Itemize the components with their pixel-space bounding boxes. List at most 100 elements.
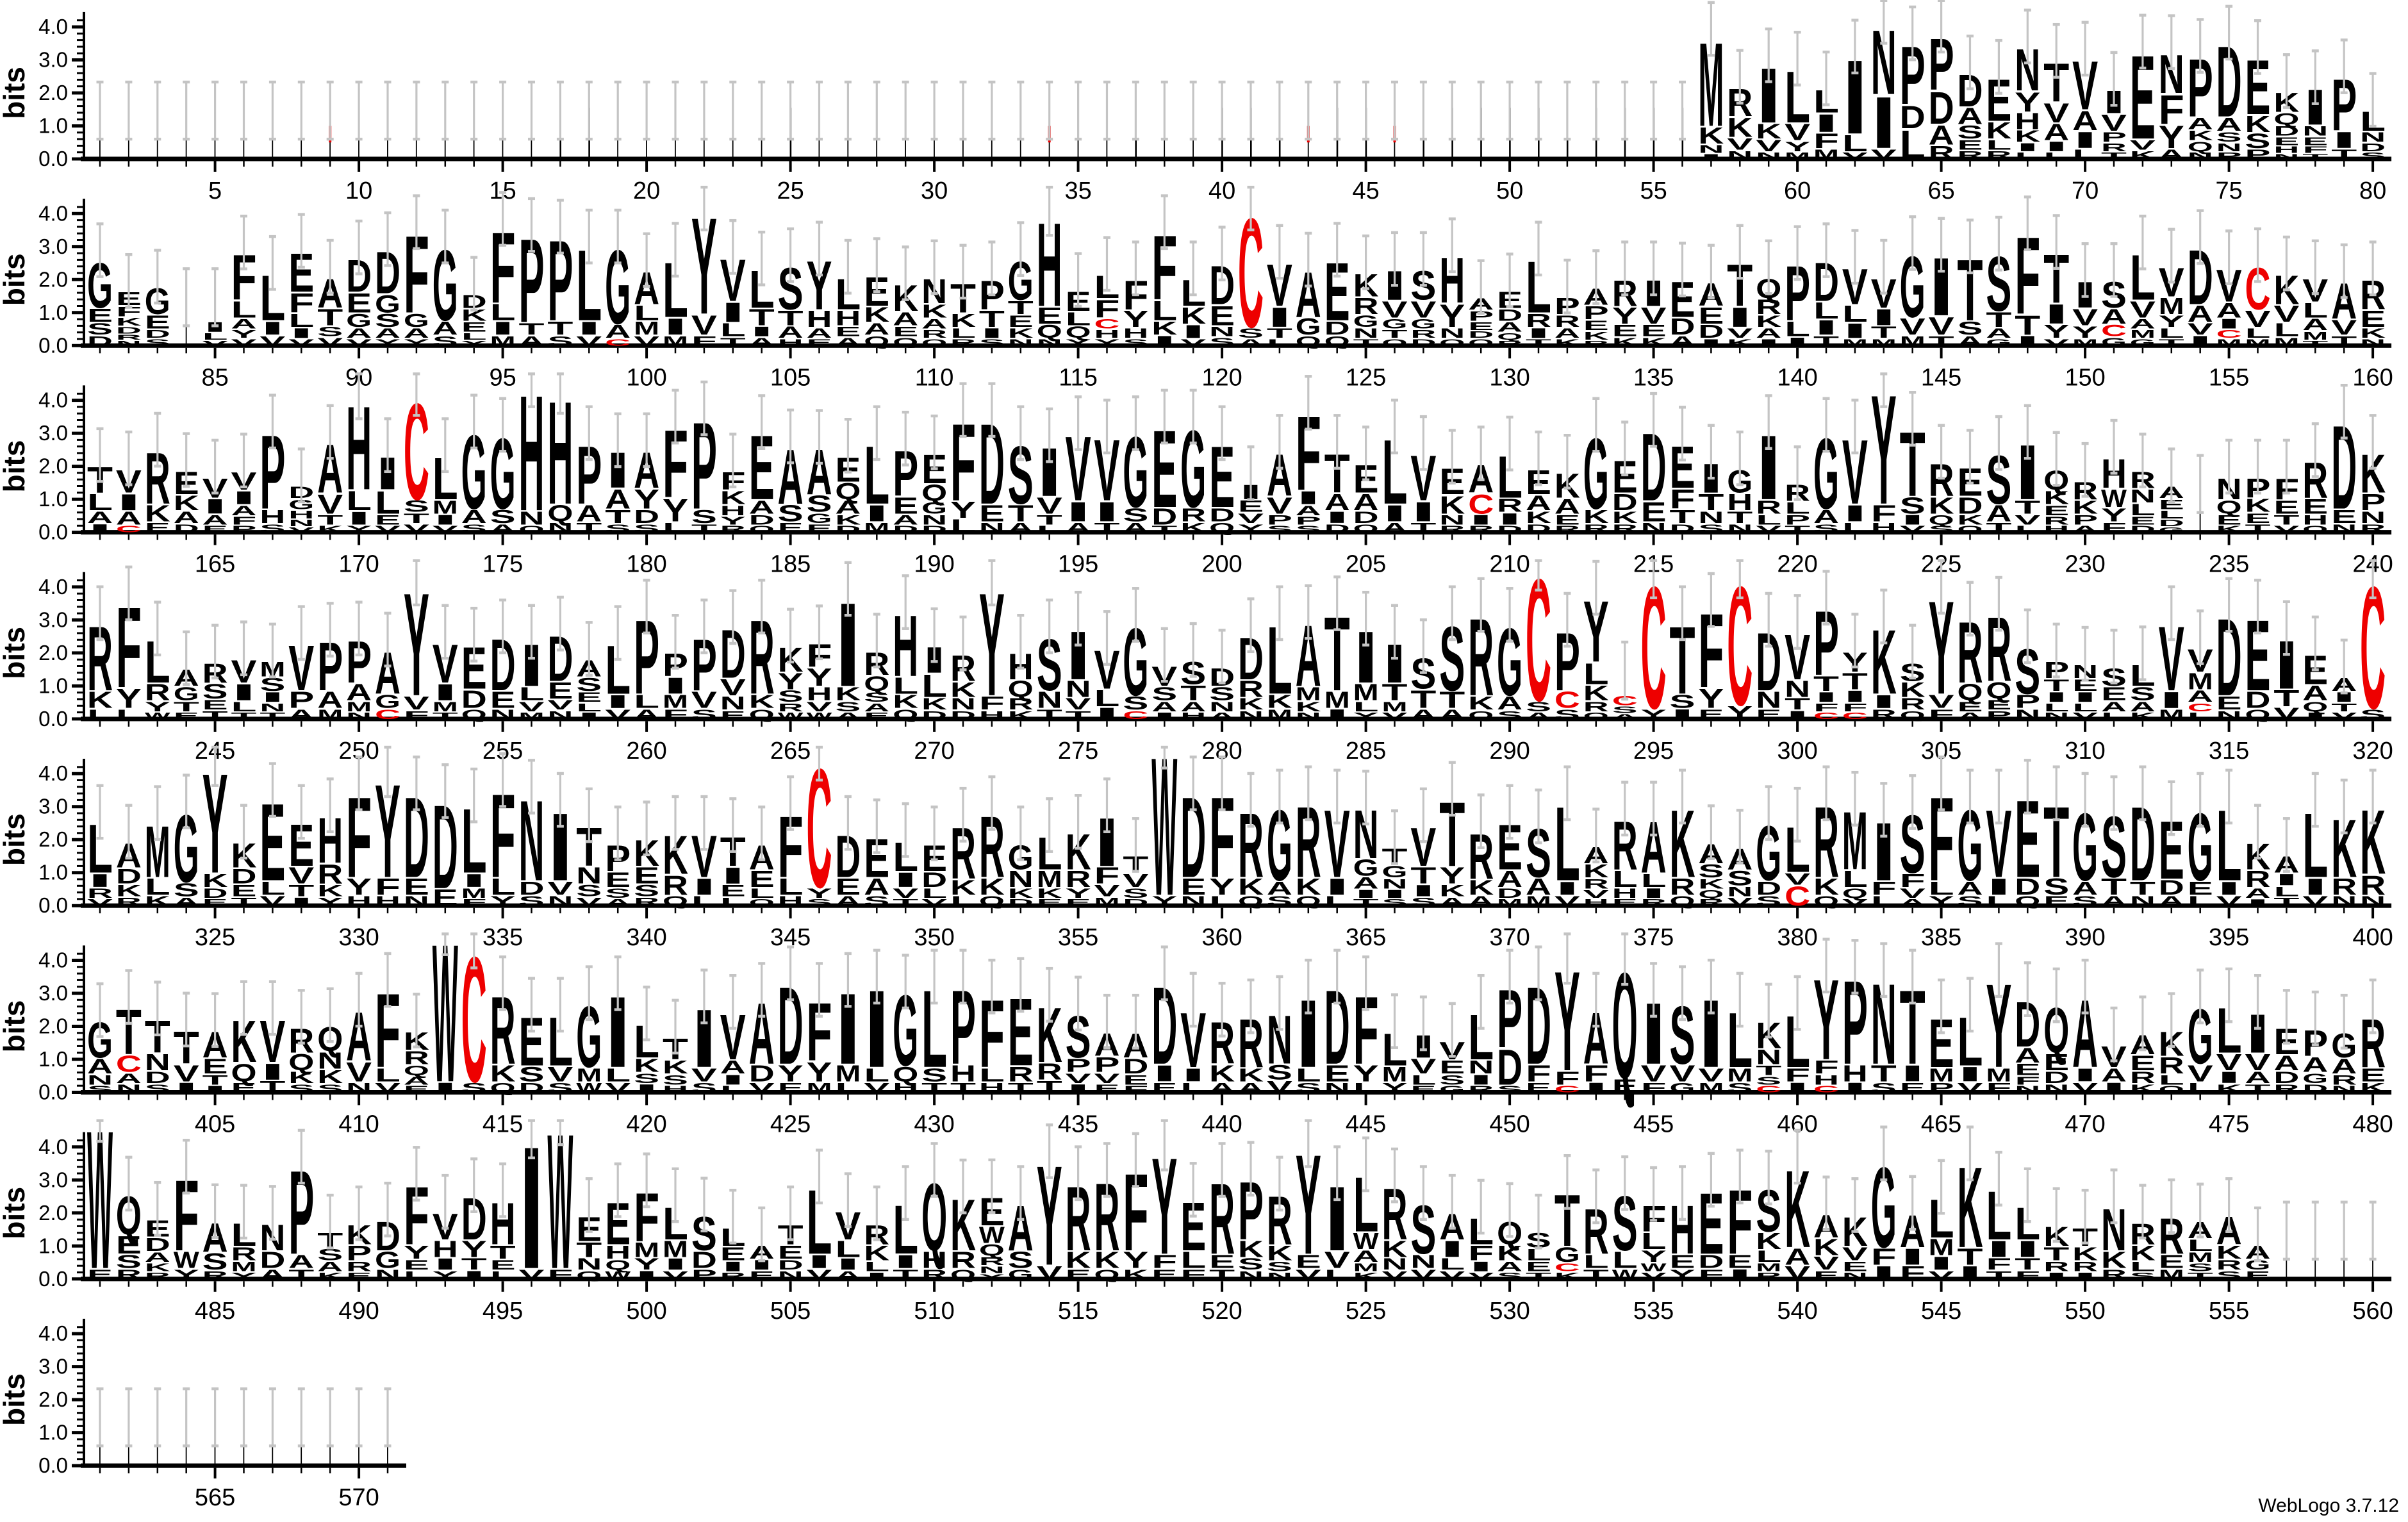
y-tick-label: 4.0 <box>38 15 68 38</box>
residue-letter: R <box>116 333 142 341</box>
x-tick-label: 300 <box>1777 738 1817 765</box>
x-tick-label: 505 <box>770 1298 811 1325</box>
y-tick-label: 4.0 <box>38 1321 68 1345</box>
residue-letter: S <box>2245 129 2271 153</box>
residue-letter: I <box>720 297 746 328</box>
error-bar <box>1103 80 1110 141</box>
y-tick-label: 0.0 <box>38 333 68 357</box>
x-tick-label: 475 <box>2209 1111 2249 1138</box>
x-tick-label: 205 <box>1346 551 1386 578</box>
error-bar <box>297 213 305 269</box>
residue-letter: N <box>1727 149 1752 161</box>
y-tick-label: 3.0 <box>38 795 68 818</box>
error-bar <box>441 208 449 265</box>
error-bar <box>2311 49 2319 105</box>
y-tick-label: 4.0 <box>38 1135 68 1159</box>
residue-letter: A <box>2216 114 2242 135</box>
residue-letter: L <box>202 331 228 342</box>
x-tick-label: 480 <box>2352 1111 2393 1138</box>
error-bar <box>700 80 708 141</box>
y-tick-label: 0.0 <box>38 1453 68 1477</box>
residue-letter: V <box>1756 137 1781 155</box>
residue-letter: A <box>864 320 889 338</box>
residue-letter: L <box>490 299 516 325</box>
error-bar <box>1707 1 1715 57</box>
error-bar <box>1189 80 1197 141</box>
residue-letter: V <box>1785 119 1810 145</box>
error-bar <box>902 80 909 141</box>
x-tick-label: 180 <box>626 551 666 578</box>
residue-letter: E <box>893 324 918 340</box>
residue-letter: A <box>404 326 429 341</box>
residue-letter: I <box>1813 110 1839 138</box>
error-bar <box>384 80 392 141</box>
error-bar <box>470 80 478 141</box>
error-bar <box>672 222 679 278</box>
x-tick-label: 115 <box>1059 364 1098 391</box>
residue-letter: K <box>864 303 889 326</box>
residue-letter: E <box>145 311 170 332</box>
residue-letter: T <box>778 306 804 329</box>
residue-letter: Q <box>2273 110 2299 128</box>
x-tick-label: 395 <box>2209 924 2249 951</box>
residue-letter: T <box>720 335 746 348</box>
y-axis-title: bits <box>0 440 31 493</box>
error-bar <box>1535 80 1542 141</box>
error-bar <box>873 237 880 294</box>
residue-letter: V <box>260 333 285 349</box>
error-bar <box>413 80 420 141</box>
residue-letter: T <box>749 304 775 330</box>
error-bar <box>125 252 133 309</box>
x-tick-label: 35 <box>1064 178 1091 204</box>
error-bar <box>1736 49 1744 105</box>
residue-letter: A <box>835 335 861 348</box>
residue-letter: A <box>778 324 804 342</box>
error-bar <box>499 191 507 247</box>
error-bar <box>844 238 852 295</box>
error-bar <box>2369 1200 2377 1261</box>
error-bar <box>787 80 795 141</box>
y-tick-label: 1.0 <box>38 1234 68 1257</box>
residue-letter: L <box>634 302 659 325</box>
error-bar <box>240 80 247 141</box>
residue-letter: Y <box>231 327 257 340</box>
error-bar <box>700 185 708 231</box>
error-bar <box>758 80 766 141</box>
x-tick-label: 570 <box>338 1484 379 1511</box>
x-tick-label: 10 <box>345 178 372 204</box>
residue-letter: L <box>288 310 314 331</box>
x-tick-label: 425 <box>770 1111 811 1138</box>
x-tick-label: 140 <box>1777 364 1817 391</box>
x-tick-label: 485 <box>195 1298 235 1325</box>
error-bar <box>211 267 219 327</box>
y-tick-label: 1.0 <box>38 674 68 697</box>
x-tick-label: 195 <box>1058 551 1098 578</box>
residue-letter: P <box>2101 129 2127 145</box>
error-bar <box>1679 80 1686 141</box>
logo-row-2: 0.01.02.03.04.0bitsDSEGNRDKFESDEG85VLIVY… <box>0 185 2393 391</box>
error-bar <box>2282 1200 2290 1261</box>
residue-letter: E <box>346 288 372 318</box>
y-tick-label: 2.0 <box>38 81 68 104</box>
residue-letter: I <box>490 318 516 338</box>
error-bar <box>528 80 535 141</box>
error-bar <box>787 227 795 283</box>
residue-letter: N <box>2188 151 2213 161</box>
residue-letter: S <box>433 333 458 349</box>
y-tick-label: 3.0 <box>38 421 68 445</box>
y-tick-label: 2.0 <box>38 641 68 665</box>
y-tick-label: 1.0 <box>38 301 68 324</box>
y-tick-label: 0.0 <box>38 1080 68 1104</box>
residue-letter: V <box>2130 137 2156 153</box>
x-tick-label: 230 <box>2065 551 2105 578</box>
residue-letter: L <box>720 320 746 340</box>
residue-letter: N <box>2302 124 2328 139</box>
residue-letter: G <box>404 310 429 331</box>
error-bar <box>211 80 219 141</box>
x-tick-label: 20 <box>633 178 660 204</box>
error-bar <box>873 80 880 141</box>
y-tick-label: 0.0 <box>38 520 68 544</box>
x-tick-label: 165 <box>195 551 235 578</box>
residue-letter: V <box>346 337 372 347</box>
